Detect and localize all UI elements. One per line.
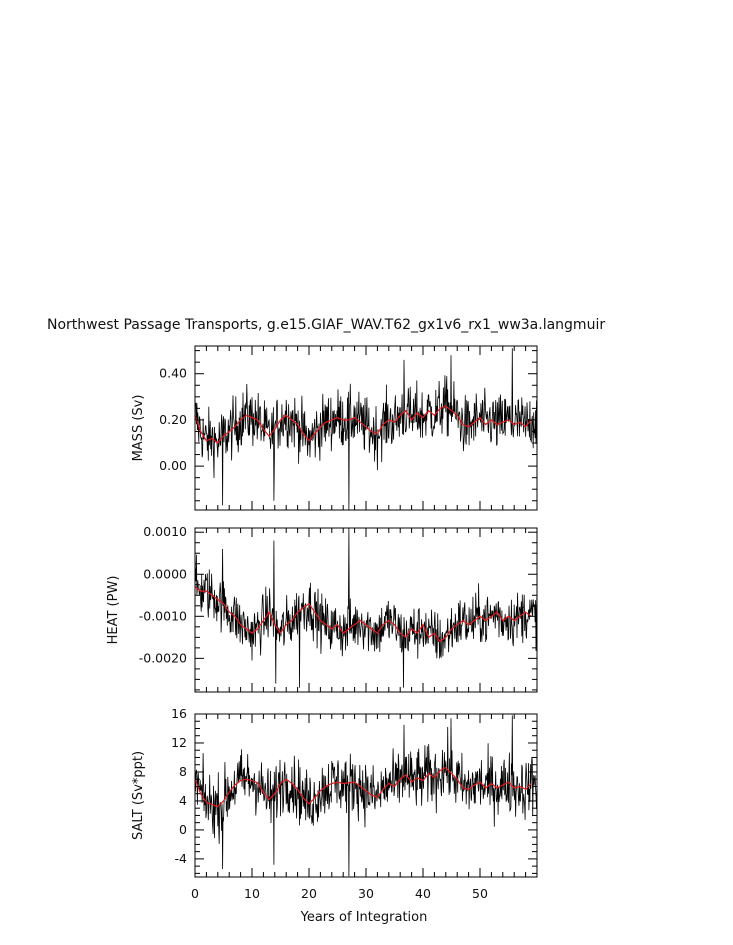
y-axis-label: HEAT (PW) bbox=[106, 576, 121, 645]
chart-panels: 0.00 0.20 0.40 MASS (Sv) -0.0020 -0.0010 0.000… bbox=[106, 345, 538, 925]
x-tick-label: 10 bbox=[244, 886, 260, 901]
y-tick-label: 4 bbox=[179, 793, 187, 808]
x-tick-label: 30 bbox=[358, 886, 374, 901]
y-axis-label: SALT (Sv*ppt) bbox=[131, 751, 146, 840]
panel-2: -0.0020 -0.0010 0.0000 0.0010 HEAT (PW) bbox=[106, 524, 538, 693]
x-tick-label: 20 bbox=[301, 886, 317, 901]
y-tick-label: 12 bbox=[171, 735, 187, 750]
smoothed-series-line bbox=[195, 405, 532, 444]
y-tick-label: 16 bbox=[171, 706, 187, 721]
y-tick-label: 0.00 bbox=[159, 458, 187, 473]
x-tick-label: 40 bbox=[415, 886, 431, 901]
x-tick-label: 50 bbox=[472, 886, 488, 901]
y-axis-label: MASS (Sv) bbox=[131, 395, 146, 462]
smoothed-series-line bbox=[195, 586, 532, 643]
raw-series-line bbox=[195, 348, 537, 510]
y-tick-label: -0.0020 bbox=[139, 650, 187, 665]
y-tick-label: 0.20 bbox=[159, 412, 187, 427]
panel-frame bbox=[194, 527, 538, 693]
y-tick-label: 8 bbox=[179, 764, 187, 779]
panel-frame bbox=[194, 713, 538, 878]
smoothed-series-line bbox=[195, 766, 532, 808]
x-axis-label: Years of Integration bbox=[300, 910, 428, 925]
y-tick-label: 0.0000 bbox=[143, 566, 187, 581]
y-tick-label: 0 bbox=[179, 822, 187, 837]
y-tick-label: -0.0010 bbox=[139, 608, 187, 623]
y-tick-label: 0.40 bbox=[159, 366, 187, 381]
y-tick-label: -4 bbox=[175, 851, 188, 866]
x-tick-label: 0 bbox=[191, 886, 199, 901]
raw-series-line bbox=[195, 528, 537, 688]
panel-1: 0.00 0.20 0.40 MASS (Sv) bbox=[131, 345, 538, 511]
y-tick-label: 0.0010 bbox=[143, 524, 187, 539]
chart-title: Northwest Passage Transports, g.e15.GIAF… bbox=[47, 317, 605, 333]
raw-series-line bbox=[195, 715, 537, 877]
panel-3: -4 0 4 8 12 16 SALT (Sv*ppt) bbox=[131, 706, 538, 878]
